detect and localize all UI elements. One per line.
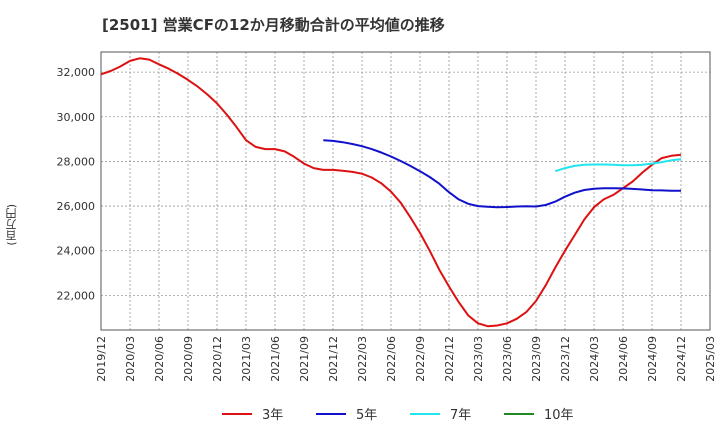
y-tick-label: 28,000 xyxy=(57,155,96,168)
x-tick-label: 2020/12 xyxy=(211,336,224,382)
series-line-3年 xyxy=(100,57,682,328)
x-tick-label: 2023/03 xyxy=(472,336,485,382)
chart-title: [2501] 営業CFの12か月移動合計の平均値の推移 xyxy=(102,16,445,34)
x-tick-label: 2025/03 xyxy=(704,336,717,382)
x-tick-label: 2023/09 xyxy=(530,336,543,382)
legend-label: 3年 xyxy=(262,408,283,423)
series-line-7年 xyxy=(554,158,682,173)
x-tick-label: 2021/03 xyxy=(240,336,253,382)
x-tick-label: 2020/06 xyxy=(153,336,166,382)
x-tick-label: 2024/06 xyxy=(617,336,630,382)
x-tick-label: 2019/12 xyxy=(95,336,108,382)
x-tick-label: 2023/06 xyxy=(501,336,514,382)
x-tick-label: 2021/12 xyxy=(327,336,340,382)
x-tick-label: 2020/09 xyxy=(182,336,195,382)
legend-label: 10年 xyxy=(544,408,574,423)
x-tick-label: 2022/12 xyxy=(443,336,456,382)
y-tick-label: 24,000 xyxy=(57,245,96,258)
y-tick-label: 26,000 xyxy=(57,200,96,213)
y-tick-label: 22,000 xyxy=(57,289,96,302)
x-tick-label: 2021/09 xyxy=(298,336,311,382)
x-tick-label: 2022/06 xyxy=(385,336,398,382)
series-line-5年 xyxy=(323,139,681,209)
x-tick-label: 2024/12 xyxy=(675,336,688,382)
x-tick-label: 2020/03 xyxy=(124,336,137,382)
x-tick-label: 2024/03 xyxy=(588,336,601,382)
legend-label: 5年 xyxy=(356,408,377,423)
x-tick-label: 2021/06 xyxy=(269,336,282,382)
plot-frame xyxy=(100,51,711,331)
x-tick-label: 2022/03 xyxy=(356,336,369,382)
y-tick-label: 32,000 xyxy=(57,66,96,79)
legend-label: 7年 xyxy=(450,408,471,423)
x-tick-label: 2023/12 xyxy=(559,336,572,382)
x-tick-label: 2024/09 xyxy=(646,336,659,382)
y-tick-label: 30,000 xyxy=(57,111,96,124)
x-tick-label: 2022/09 xyxy=(414,336,427,382)
